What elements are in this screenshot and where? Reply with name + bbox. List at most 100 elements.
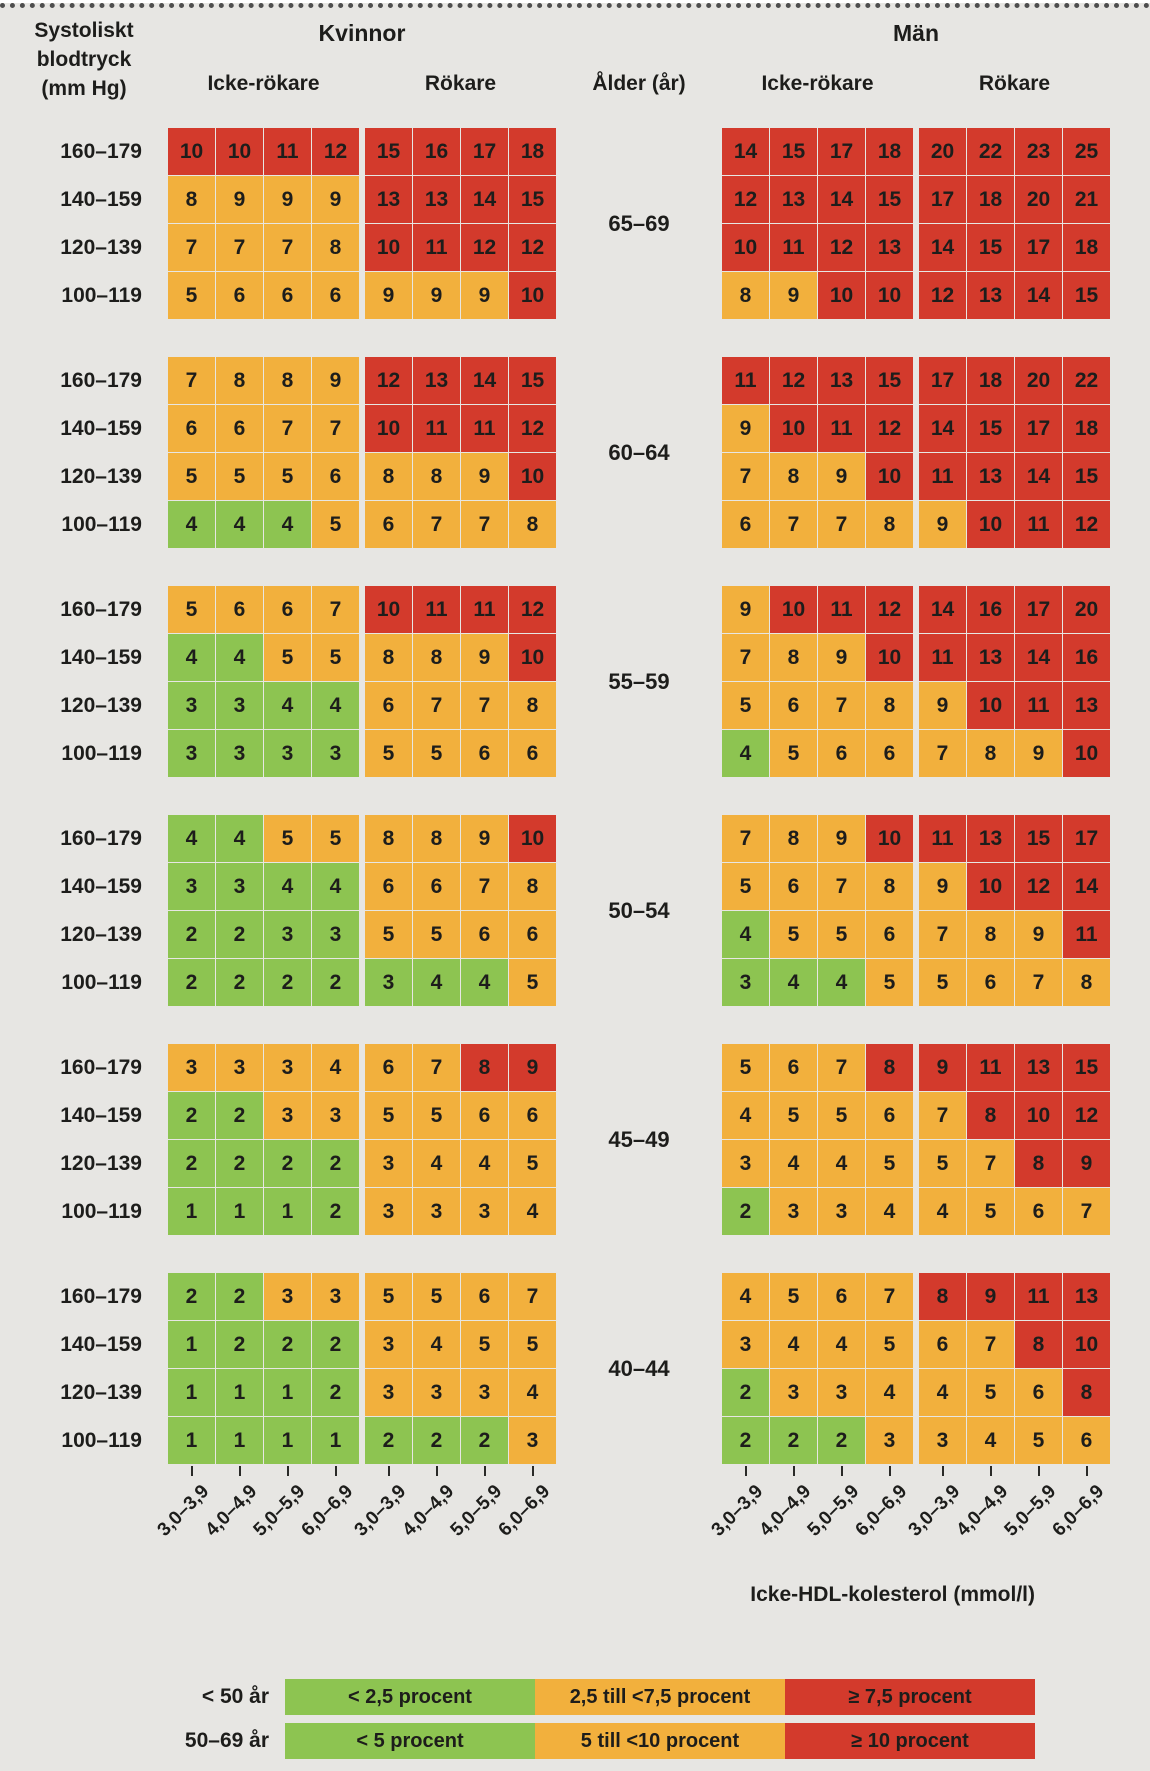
risk-cell: 7 [722, 815, 769, 862]
risk-cell: 13 [365, 176, 412, 223]
risk-cell: 12 [509, 405, 556, 452]
risk-cell: 1 [312, 1417, 359, 1464]
risk-cell: 18 [866, 128, 913, 175]
risk-cell: 16 [967, 586, 1014, 633]
risk-cell: 8 [1015, 1140, 1062, 1187]
risk-cell: 6 [461, 1273, 508, 1320]
risk-cell: 3 [365, 1369, 412, 1416]
chart-header: Systoliskt blodtryck (mm Hg) Kvinnor Män… [0, 8, 1150, 128]
risk-cell: 3 [264, 1273, 311, 1320]
risk-cell: 8 [967, 1092, 1014, 1139]
risk-cell: 9 [264, 176, 311, 223]
risk-cell: 2 [168, 1140, 215, 1187]
age-block-50–54: 160–179 140–159 120–139 100–119 4 4 5 5 3 3 4 4 2 2 3 3… [0, 815, 1150, 1007]
risk-cell: 4 [413, 959, 460, 1006]
age-label: 45–49 [608, 1127, 670, 1152]
risk-cell: 8 [919, 1273, 966, 1320]
risk-cell: 9 [312, 357, 359, 404]
risk-cell: 6 [312, 453, 359, 500]
risk-cell: 10 [866, 815, 913, 862]
bp-label-column: 160–179 140–159 120–139 100–119 [0, 357, 168, 549]
risk-cell: 13 [818, 357, 865, 404]
bp-row-label: 160–179 [60, 140, 142, 163]
risk-cell: 6 [216, 405, 263, 452]
risk-cell: 11 [770, 224, 817, 271]
axis-tick [334, 1466, 337, 1476]
risk-cell: 6 [866, 1092, 913, 1139]
risk-cell: 12 [722, 176, 769, 223]
risk-cell: 1 [168, 1188, 215, 1235]
risk-cell: 2 [312, 1140, 359, 1187]
chol-axis-label: 4,0–4,9 [398, 1481, 459, 1541]
risk-cell: 13 [967, 453, 1014, 500]
risk-cell: 7 [919, 911, 966, 958]
risk-cell: 9 [919, 682, 966, 729]
risk-cell: 17 [919, 176, 966, 223]
risk-cell: 14 [461, 176, 508, 223]
risk-cell: 17 [1063, 815, 1110, 862]
bp-row-label: 140–159 [60, 875, 142, 898]
risk-cell: 10 [216, 128, 263, 175]
risk-cell: 3 [722, 1140, 769, 1187]
risk-cell: 2 [216, 1140, 263, 1187]
women-header: Kvinnor [318, 20, 406, 46]
risk-cell: 13 [866, 224, 913, 271]
risk-cell: 6 [312, 272, 359, 319]
legend-row-label: < 50 år [201, 1685, 269, 1708]
chol-axis-label: 5,0–5,9 [249, 1481, 310, 1541]
risk-cell: 2 [722, 1188, 769, 1235]
risk-cell: 17 [1015, 405, 1062, 452]
risk-cell: 4 [722, 1092, 769, 1139]
risk-cell: 8 [866, 863, 913, 910]
bp-label-column: 160–179 140–159 120–139 100–119 [0, 815, 168, 1007]
risk-cell: 3 [312, 1273, 359, 1320]
risk-cell: 11 [1015, 682, 1062, 729]
grid-kvinnor-rokare: 10 11 11 12 8 8 9 10 6 7 7 8 5 5 6 6 [365, 586, 556, 777]
risk-cell: 5 [770, 1092, 817, 1139]
bp-row-label: 100–119 [61, 284, 142, 307]
risk-cell: 7 [168, 224, 215, 271]
risk-cell: 9 [461, 272, 508, 319]
risk-cell: 4 [168, 501, 215, 548]
risk-cell: 4 [722, 1273, 769, 1320]
chol-axis-label: 6,0–6,9 [494, 1481, 555, 1541]
risk-cell: 2 [168, 1092, 215, 1139]
risk-cell: 4 [866, 1369, 913, 1416]
grid-man-rokare: 17 18 20 22 14 15 17 18 11 13 14 15 9 10 11 12 [919, 357, 1110, 548]
axis-tick [941, 1466, 944, 1476]
age-block-55–59: 160–179 140–159 120–139 100–119 5 6 6 7 4 4 5 5 3 3 4 4… [0, 586, 1150, 778]
risk-cell: 2 [312, 1188, 359, 1235]
risk-cell: 7 [461, 501, 508, 548]
risk-cell: 2 [312, 959, 359, 1006]
risk-cell: 14 [1015, 634, 1062, 681]
risk-cell: 8 [722, 272, 769, 319]
risk-cell: 5 [866, 959, 913, 1006]
risk-cell: 9 [461, 815, 508, 862]
age-column: 50–54 [556, 815, 722, 1007]
risk-cell: 9 [216, 176, 263, 223]
legend-box: ≥ 10 procent [785, 1723, 1035, 1759]
risk-cell: 7 [818, 863, 865, 910]
chol-axis-label: 4,0–4,9 [201, 1481, 262, 1541]
chol-axis-label: 3,0–3,9 [707, 1481, 768, 1541]
risk-cell: 18 [1063, 224, 1110, 271]
bp-row-label: 140–159 [60, 646, 142, 669]
men-smoker-header: Rökare [978, 72, 1051, 95]
risk-cell: 8 [365, 453, 412, 500]
risk-cell: 5 [312, 815, 359, 862]
chol-axis-label: 5,0–5,9 [1000, 1481, 1061, 1541]
risk-cell: 5 [365, 911, 412, 958]
risk-cell: 6 [461, 911, 508, 958]
risk-cell: 1 [216, 1369, 263, 1416]
risk-cell: 5 [919, 959, 966, 1006]
risk-cell: 5 [509, 959, 556, 1006]
risk-cell: 16 [1063, 634, 1110, 681]
risk-cell: 6 [509, 911, 556, 958]
risk-cell: 5 [264, 634, 311, 681]
men-nonsmoker-header: Icke-rökare [761, 72, 874, 95]
risk-cell: 5 [312, 634, 359, 681]
risk-cell: 6 [461, 730, 508, 777]
bp-label-column: 160–179 140–159 120–139 100–119 [0, 1273, 168, 1465]
